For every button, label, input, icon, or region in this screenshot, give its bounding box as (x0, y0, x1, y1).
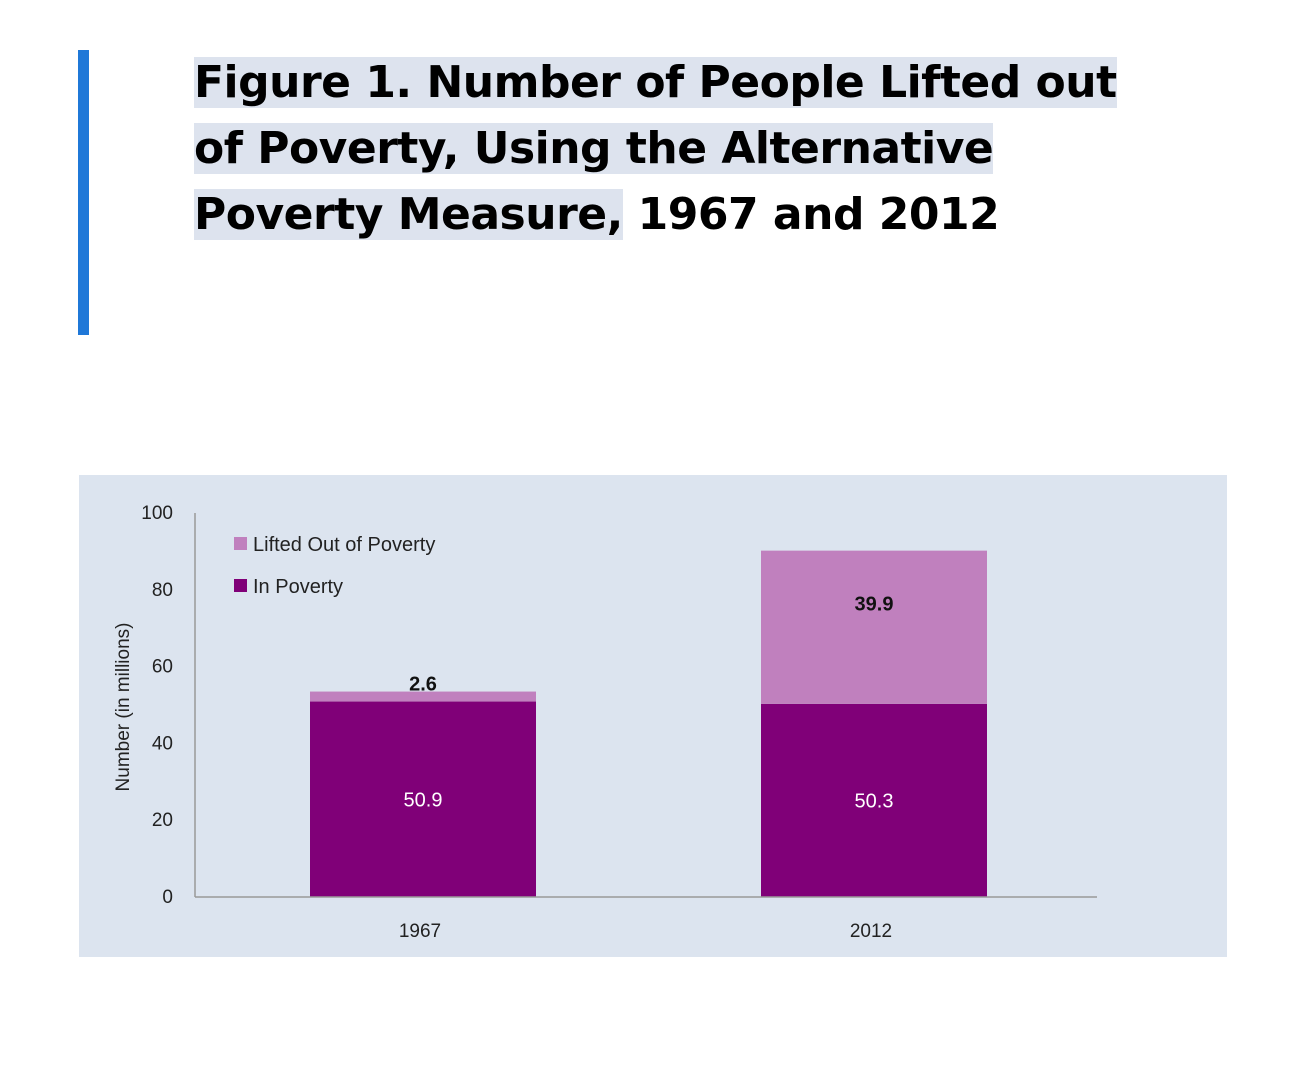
bar-1967-lifted-out-of-poverty (310, 691, 536, 702)
figure-title-highlighted: Figure 1. Number of People Lifted out of… (194, 57, 1117, 240)
legend-label: Lifted Out of Poverty (253, 534, 435, 556)
bar-2012-in-poverty (761, 703, 987, 897)
legend: Lifted Out of Poverty In Poverty (234, 534, 435, 598)
figure-title: Figure 1. Number of People Lifted out of… (194, 50, 1154, 248)
y-tick-label: 40 (152, 733, 173, 754)
legend-label: In Poverty (253, 576, 343, 598)
data-label-1967-lifted-out-of-poverty: 2.6 (409, 674, 437, 696)
x-category-label: 2012 (850, 921, 892, 942)
stacked-bar-chart: 0 20 40 60 80 100 50.9 2.6 50.3 39.9 1967 2012 Nu… (113, 503, 1097, 942)
y-tick-label: 80 (152, 580, 173, 601)
y-tick-label: 60 (152, 657, 173, 678)
y-axis-ticks: 0 20 40 60 80 100 (141, 503, 173, 908)
bar-1967-in-poverty (310, 701, 536, 897)
x-category-label: 1967 (399, 921, 441, 942)
y-axis-label: Number (in millions) (113, 623, 134, 792)
legend-swatch (234, 579, 247, 592)
legend-swatch (234, 537, 247, 550)
y-tick-label: 20 (152, 810, 173, 831)
data-label-2012-in-poverty: 50.3 (855, 790, 894, 812)
chart-panel: 0 20 40 60 80 100 50.9 2.6 50.3 39.9 1967 2012 Nu… (79, 475, 1227, 957)
figure-title-rest: 1967 and 2012 (622, 189, 1000, 240)
x-axis-categories: 1967 2012 (399, 921, 892, 942)
data-label-1967-in-poverty: 50.9 (404, 789, 443, 811)
data-label-2012-lifted-out-of-poverty: 39.9 (855, 593, 894, 615)
bars: 50.9 2.6 50.3 39.9 (310, 550, 987, 897)
bar-2012-lifted-out-of-poverty (761, 550, 987, 704)
y-tick-label: 0 (162, 887, 173, 908)
accent-bar (78, 50, 89, 335)
y-tick-label: 100 (141, 503, 173, 524)
